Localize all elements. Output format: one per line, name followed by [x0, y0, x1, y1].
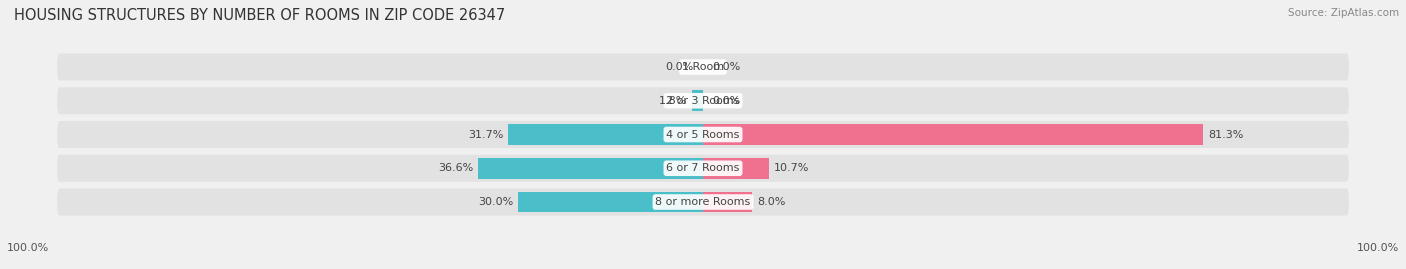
Text: 0.0%: 0.0%: [713, 62, 741, 72]
FancyBboxPatch shape: [58, 189, 1348, 215]
Text: 1 Room: 1 Room: [682, 62, 724, 72]
Text: 81.3%: 81.3%: [1208, 129, 1243, 140]
FancyBboxPatch shape: [58, 87, 1348, 114]
Text: 36.6%: 36.6%: [437, 163, 472, 173]
Text: 6 or 7 Rooms: 6 or 7 Rooms: [666, 163, 740, 173]
Text: 4 or 5 Rooms: 4 or 5 Rooms: [666, 129, 740, 140]
Bar: [519, 192, 703, 213]
FancyBboxPatch shape: [58, 155, 1348, 182]
Text: 8.0%: 8.0%: [756, 197, 786, 207]
Text: 8 or more Rooms: 8 or more Rooms: [655, 197, 751, 207]
Text: 100.0%: 100.0%: [7, 243, 49, 253]
Text: 0.0%: 0.0%: [713, 96, 741, 106]
Bar: [508, 124, 703, 145]
Bar: [478, 158, 703, 179]
Bar: [703, 192, 752, 213]
Text: 100.0%: 100.0%: [1357, 243, 1399, 253]
Text: 2 or 3 Rooms: 2 or 3 Rooms: [666, 96, 740, 106]
Text: 1.8%: 1.8%: [658, 96, 688, 106]
FancyBboxPatch shape: [58, 121, 1348, 148]
Text: 31.7%: 31.7%: [468, 129, 503, 140]
Bar: [703, 124, 1204, 145]
Bar: [692, 90, 703, 111]
FancyBboxPatch shape: [58, 54, 1348, 80]
Text: 0.0%: 0.0%: [665, 62, 693, 72]
Text: HOUSING STRUCTURES BY NUMBER OF ROOMS IN ZIP CODE 26347: HOUSING STRUCTURES BY NUMBER OF ROOMS IN…: [14, 8, 505, 23]
Text: 30.0%: 30.0%: [478, 197, 513, 207]
Text: Source: ZipAtlas.com: Source: ZipAtlas.com: [1288, 8, 1399, 18]
Text: 10.7%: 10.7%: [773, 163, 808, 173]
Bar: [703, 158, 769, 179]
